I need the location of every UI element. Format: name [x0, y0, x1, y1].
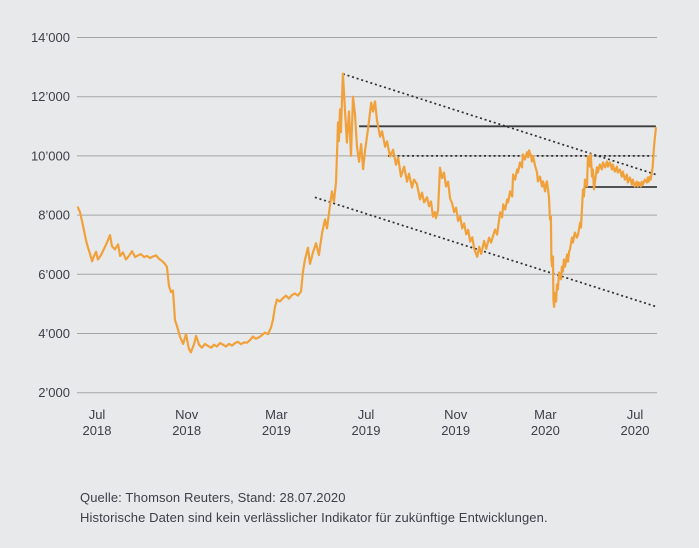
- x-tick-label: Mar: [265, 407, 288, 422]
- y-axis-labels: 14’000 12’000 10’000 8’000 6’000 4’000 2’000: [31, 30, 70, 400]
- gridlines: [77, 37, 657, 394]
- y-tick-label: 10’000: [31, 148, 70, 163]
- x-tick-label: Nov: [175, 407, 199, 422]
- annotation-trendline-upper: [342, 73, 658, 176]
- y-tick-label: 4’000: [38, 326, 70, 341]
- y-tick-label: 2’000: [38, 385, 70, 400]
- x-tick-label: 2020: [621, 423, 650, 438]
- price-chart: 14’000 12’000 10’000 8’000 6’000 4’000 2’000 Ju…: [31, 30, 658, 438]
- y-tick-label: 14’000: [31, 30, 70, 45]
- x-tick-label: 2019: [262, 423, 291, 438]
- disclaimer-note: Historische Daten sind kein verlässliche…: [80, 510, 548, 525]
- footer-notes: Quelle: Thomson Reuters, Stand: 28.07.20…: [80, 488, 548, 528]
- y-tick-label: 6’000: [38, 267, 70, 282]
- y-tick-label: 12’000: [31, 89, 70, 104]
- y-tick-label: 8’000: [38, 208, 70, 223]
- x-tick-label: Mar: [534, 407, 557, 422]
- x-tick-label: Nov: [444, 407, 468, 422]
- x-tick-label: 2018: [172, 423, 201, 438]
- annotation-trendline-lower: [314, 196, 658, 308]
- x-tick-label: Jul: [89, 407, 106, 422]
- annotation-lines: [314, 73, 658, 308]
- source-note: Quelle: Thomson Reuters, Stand: 28.07.20…: [80, 490, 346, 505]
- x-tick-label: Jul: [358, 407, 375, 422]
- x-tick-label: 2019: [441, 423, 470, 438]
- price-line-path: [76, 72, 658, 354]
- x-tick-label: 2018: [83, 423, 112, 438]
- x-tick-label: 2020: [531, 423, 560, 438]
- x-tick-label: Jul: [627, 407, 644, 422]
- x-axis-labels: Jul2018Nov2018Mar2019Jul2019Nov2019Mar20…: [83, 407, 650, 438]
- x-tick-label: 2019: [352, 423, 381, 438]
